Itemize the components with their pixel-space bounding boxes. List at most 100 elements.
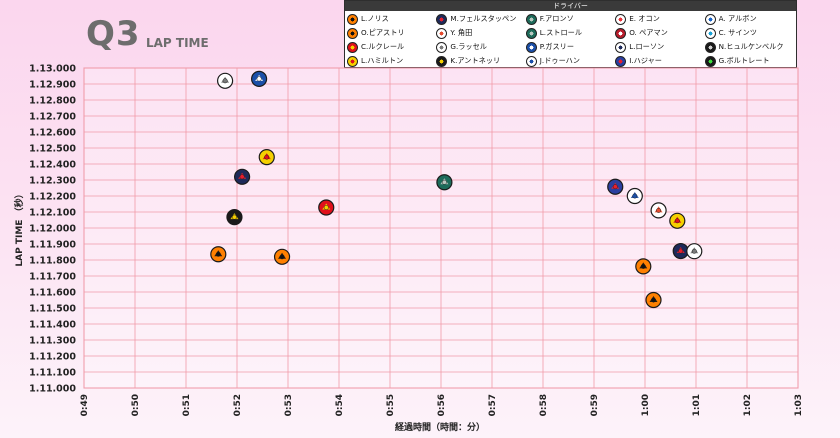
x-tick-label: 1:03 [794, 394, 804, 416]
data-point-ham [669, 212, 686, 229]
y-tick-label: 1.12.300 [29, 176, 76, 187]
x-axis-label: 経過時間（時間：分） [395, 421, 485, 433]
legend-item-alo: F.アロンソ [525, 12, 615, 26]
x-tick-label: 0:54 [335, 394, 345, 416]
data-point-pia [210, 246, 227, 263]
data-point-nor [635, 258, 652, 275]
y-tick-label: 1.12.800 [29, 96, 76, 107]
y-tick-label: 1.11.700 [29, 272, 76, 283]
legend-item-gas: P.ガスリー [525, 40, 615, 54]
legend-item-str: L.ストロール [525, 26, 615, 40]
legend-label: E. オコン [629, 14, 660, 23]
legend-item-pia: O.ピアストリ [347, 26, 436, 40]
data-point-doo [626, 187, 643, 205]
prancing-horse-icon [347, 55, 358, 67]
data-point-had [607, 178, 624, 195]
legend-item-per: O. ペアマン [615, 26, 704, 40]
legend-item-alb: A. アルボン [704, 12, 794, 26]
blue-w-icon [704, 27, 716, 39]
papaya-icon [347, 13, 358, 25]
legend-label: C.ルクレール [361, 42, 405, 51]
legend-item-hul: N.ヒュルケンベルク [704, 40, 794, 54]
bull-icon [615, 41, 627, 53]
legend-item-rus: G.ラッセル [436, 40, 525, 54]
star-icon [436, 41, 448, 53]
legend-label: L.ローソン [629, 42, 665, 51]
data-point-ham [258, 149, 275, 166]
legend-label: L.ノリス [361, 14, 389, 23]
bull-icon [436, 27, 448, 39]
data-point-ver [234, 168, 251, 185]
y-tick-label: 1.11.500 [29, 304, 76, 315]
legend-label: F.アロンソ [539, 14, 574, 23]
data-point-rus [686, 243, 703, 260]
legend-item-oco: E. オコン [615, 12, 704, 26]
data-point-nor [273, 248, 291, 265]
bull-icon [615, 55, 627, 67]
legend-label: C. サインツ [718, 28, 757, 37]
y-tick-label: 1.12.200 [29, 192, 76, 203]
data-point-lec [318, 199, 335, 216]
y-tick-labels: 1.13.000 1.12.900 1.12.800 1.12.700 1.12.600… [29, 64, 76, 395]
haas-icon [615, 27, 627, 39]
data-point-rus [217, 72, 234, 89]
x-tick-label: 0:58 [539, 394, 549, 416]
y-tick-label: 1.11.200 [29, 352, 76, 363]
y-tick-label: 1.11.600 [29, 288, 76, 299]
x-tick-label: 1:02 [743, 394, 753, 416]
legend-label: A. アルボン [718, 14, 757, 23]
legend-label: M.フェルスタッペン [450, 14, 517, 23]
x-tick-label: 0:59 [590, 394, 600, 416]
data-point-pia [645, 291, 662, 309]
legend-item-sai: C. サインツ [704, 26, 794, 40]
legend-item-lec: C.ルクレール [347, 40, 436, 54]
legend-item-nor: L.ノリス [347, 12, 436, 26]
x-tick-label: 0:50 [131, 394, 141, 416]
x-tick-label: 0:51 [182, 394, 192, 416]
legend-label: J.ドゥーハン [539, 56, 580, 65]
alpine-icon [525, 41, 537, 53]
bull-icon [436, 13, 448, 25]
x-tick-label: 1:00 [641, 394, 651, 416]
x-tick-label: 0:49 [80, 394, 90, 416]
legend-label: N.ヒュルケンベルク [718, 42, 784, 51]
papaya-icon [347, 27, 358, 39]
legend-item-had: I.ハジャー [615, 54, 704, 68]
x-tick-label: 0:55 [386, 394, 396, 416]
legend-item-ver: M.フェルスタッペン [436, 12, 525, 26]
legend-item-doo: J.ドゥーハン [525, 54, 615, 68]
blue-w-icon [704, 13, 716, 25]
data-point-gas [251, 70, 268, 87]
y-tick-label: 1.11.000 [29, 384, 76, 395]
y-tick-label: 1.11.300 [29, 336, 76, 347]
data-point-str [436, 174, 453, 191]
legend-label: I.ハジャー [629, 56, 662, 65]
chart-subtitle: LAP TIME [146, 36, 209, 50]
legend-label: L.ストロール [539, 28, 583, 37]
data-point-tsu [650, 202, 667, 219]
haas-icon [704, 41, 716, 53]
y-tick-label: 1.12.700 [29, 112, 76, 123]
green-team-icon [525, 13, 537, 25]
legend-item-law: L.ローソン [615, 40, 704, 54]
y-axis-label: LAP TIME （秒） [13, 189, 25, 266]
y-tick-label: 1.12.600 [29, 128, 76, 139]
legend-item-ham: L.ハミルトン [347, 54, 436, 68]
chart-title: Q3 [86, 14, 141, 54]
legend-label: G.ラッセル [450, 42, 487, 51]
data-points [210, 70, 703, 309]
legend-item-bor: G.ボルトレート [704, 54, 794, 68]
pink-team-icon [615, 13, 627, 25]
y-tick-label: 1.11.900 [29, 240, 76, 251]
legend-title: ドライバー [345, 1, 796, 11]
prancing-horse-icon [347, 41, 358, 53]
y-tick-label: 1.11.800 [29, 256, 76, 267]
y-tick-label: 1.12.000 [29, 224, 76, 235]
legend-label: P.ガスリー [539, 42, 575, 51]
data-point-ant [226, 209, 243, 226]
y-tick-label: 1.12.400 [29, 160, 76, 171]
legend-item-ant: K.アントネッリ [436, 54, 525, 68]
legend-label: Y. 角田 [450, 28, 473, 37]
legend-label: O.ピアストリ [361, 28, 405, 37]
